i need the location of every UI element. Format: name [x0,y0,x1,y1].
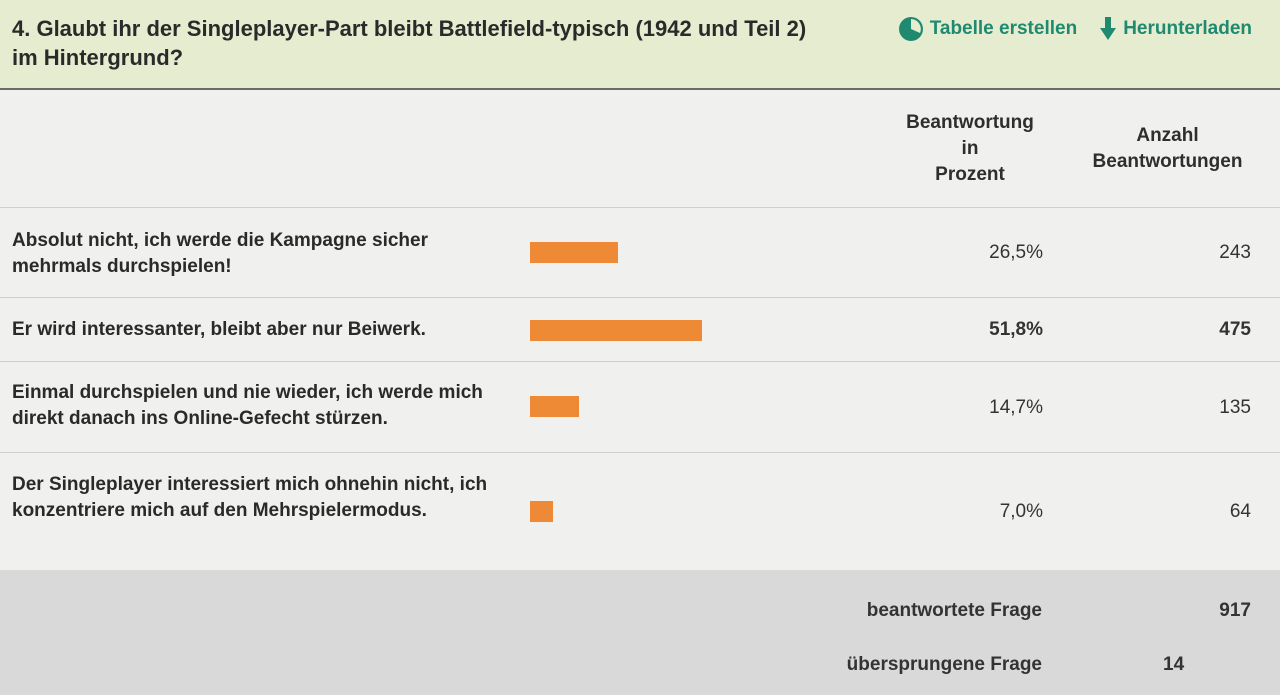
answer-bar [530,501,553,522]
table-row: Einmal durchspielen und nie wieder, ich … [0,362,1280,453]
table-row: Er wird interessanter, bleibt aber nur B… [0,298,1280,362]
answer-bar [530,396,579,417]
answer-bar [530,242,618,263]
download-button[interactable]: Herunterladen [1099,16,1252,42]
answer-label: Absolut nicht, ich werde die Kampagne si… [12,230,428,277]
question-header: 4. Glaubt ihr der Singleplayer-Part blei… [0,0,1280,90]
answer-label: Der Singleplayer interessiert mich ohneh… [12,474,488,521]
create-table-label: Tabelle erstellen [929,18,1078,39]
count-header-line: Beantwortungen [1092,151,1243,172]
question-title: 4. Glaubt ihr der Singleplayer-Part blei… [12,16,807,70]
create-table-button[interactable]: Tabelle erstellen [898,16,1078,42]
answered-label: beantwortete Frage [866,600,1042,621]
download-arrow-icon [1099,16,1117,42]
results-table: Beantwortung in Prozent Anzahl Beantwort… [0,92,1280,570]
download-label: Herunterladen [1123,18,1252,39]
table-row: Der Singleplayer interessiert mich ohneh… [0,453,1280,570]
header-actions: Tabelle erstellen Herunterladen [898,16,1252,42]
answer-percent: 7,0% [999,501,1043,522]
answer-bar [530,320,702,341]
answer-label: Einmal durchspielen und nie wieder, ich … [12,382,483,429]
answer-percent: 51,8% [989,319,1043,340]
answer-count: 243 [1219,242,1251,263]
pie-chart-icon [898,16,924,42]
summary-footer: beantwortete Frage 917 übersprungene Fra… [0,570,1280,695]
answer-percent: 14,7% [989,397,1043,418]
count-column-header: Anzahl Beantwortungen [1075,123,1260,175]
table-row: Absolut nicht, ich werde die Kampagne si… [0,208,1280,298]
percent-header-line: in [961,138,979,159]
answer-label: Er wird interessanter, bleibt aber nur B… [12,319,426,340]
answered-value: 917 [1219,600,1251,621]
percent-header-line: Beantwortung [906,112,1034,133]
table-header-row: Beantwortung in Prozent Anzahl Beantwort… [0,92,1280,208]
percent-column-header: Beantwortung in Prozent [895,110,1045,188]
count-header-line: Anzahl [1136,125,1199,146]
skipped-value: 14 [1163,654,1185,675]
answer-count: 135 [1219,397,1251,418]
answer-percent: 26,5% [989,242,1043,263]
percent-header-line: Prozent [935,164,1005,185]
skipped-label: übersprungene Frage [846,654,1042,675]
answer-count: 64 [1229,501,1251,522]
answer-count: 475 [1219,319,1251,340]
